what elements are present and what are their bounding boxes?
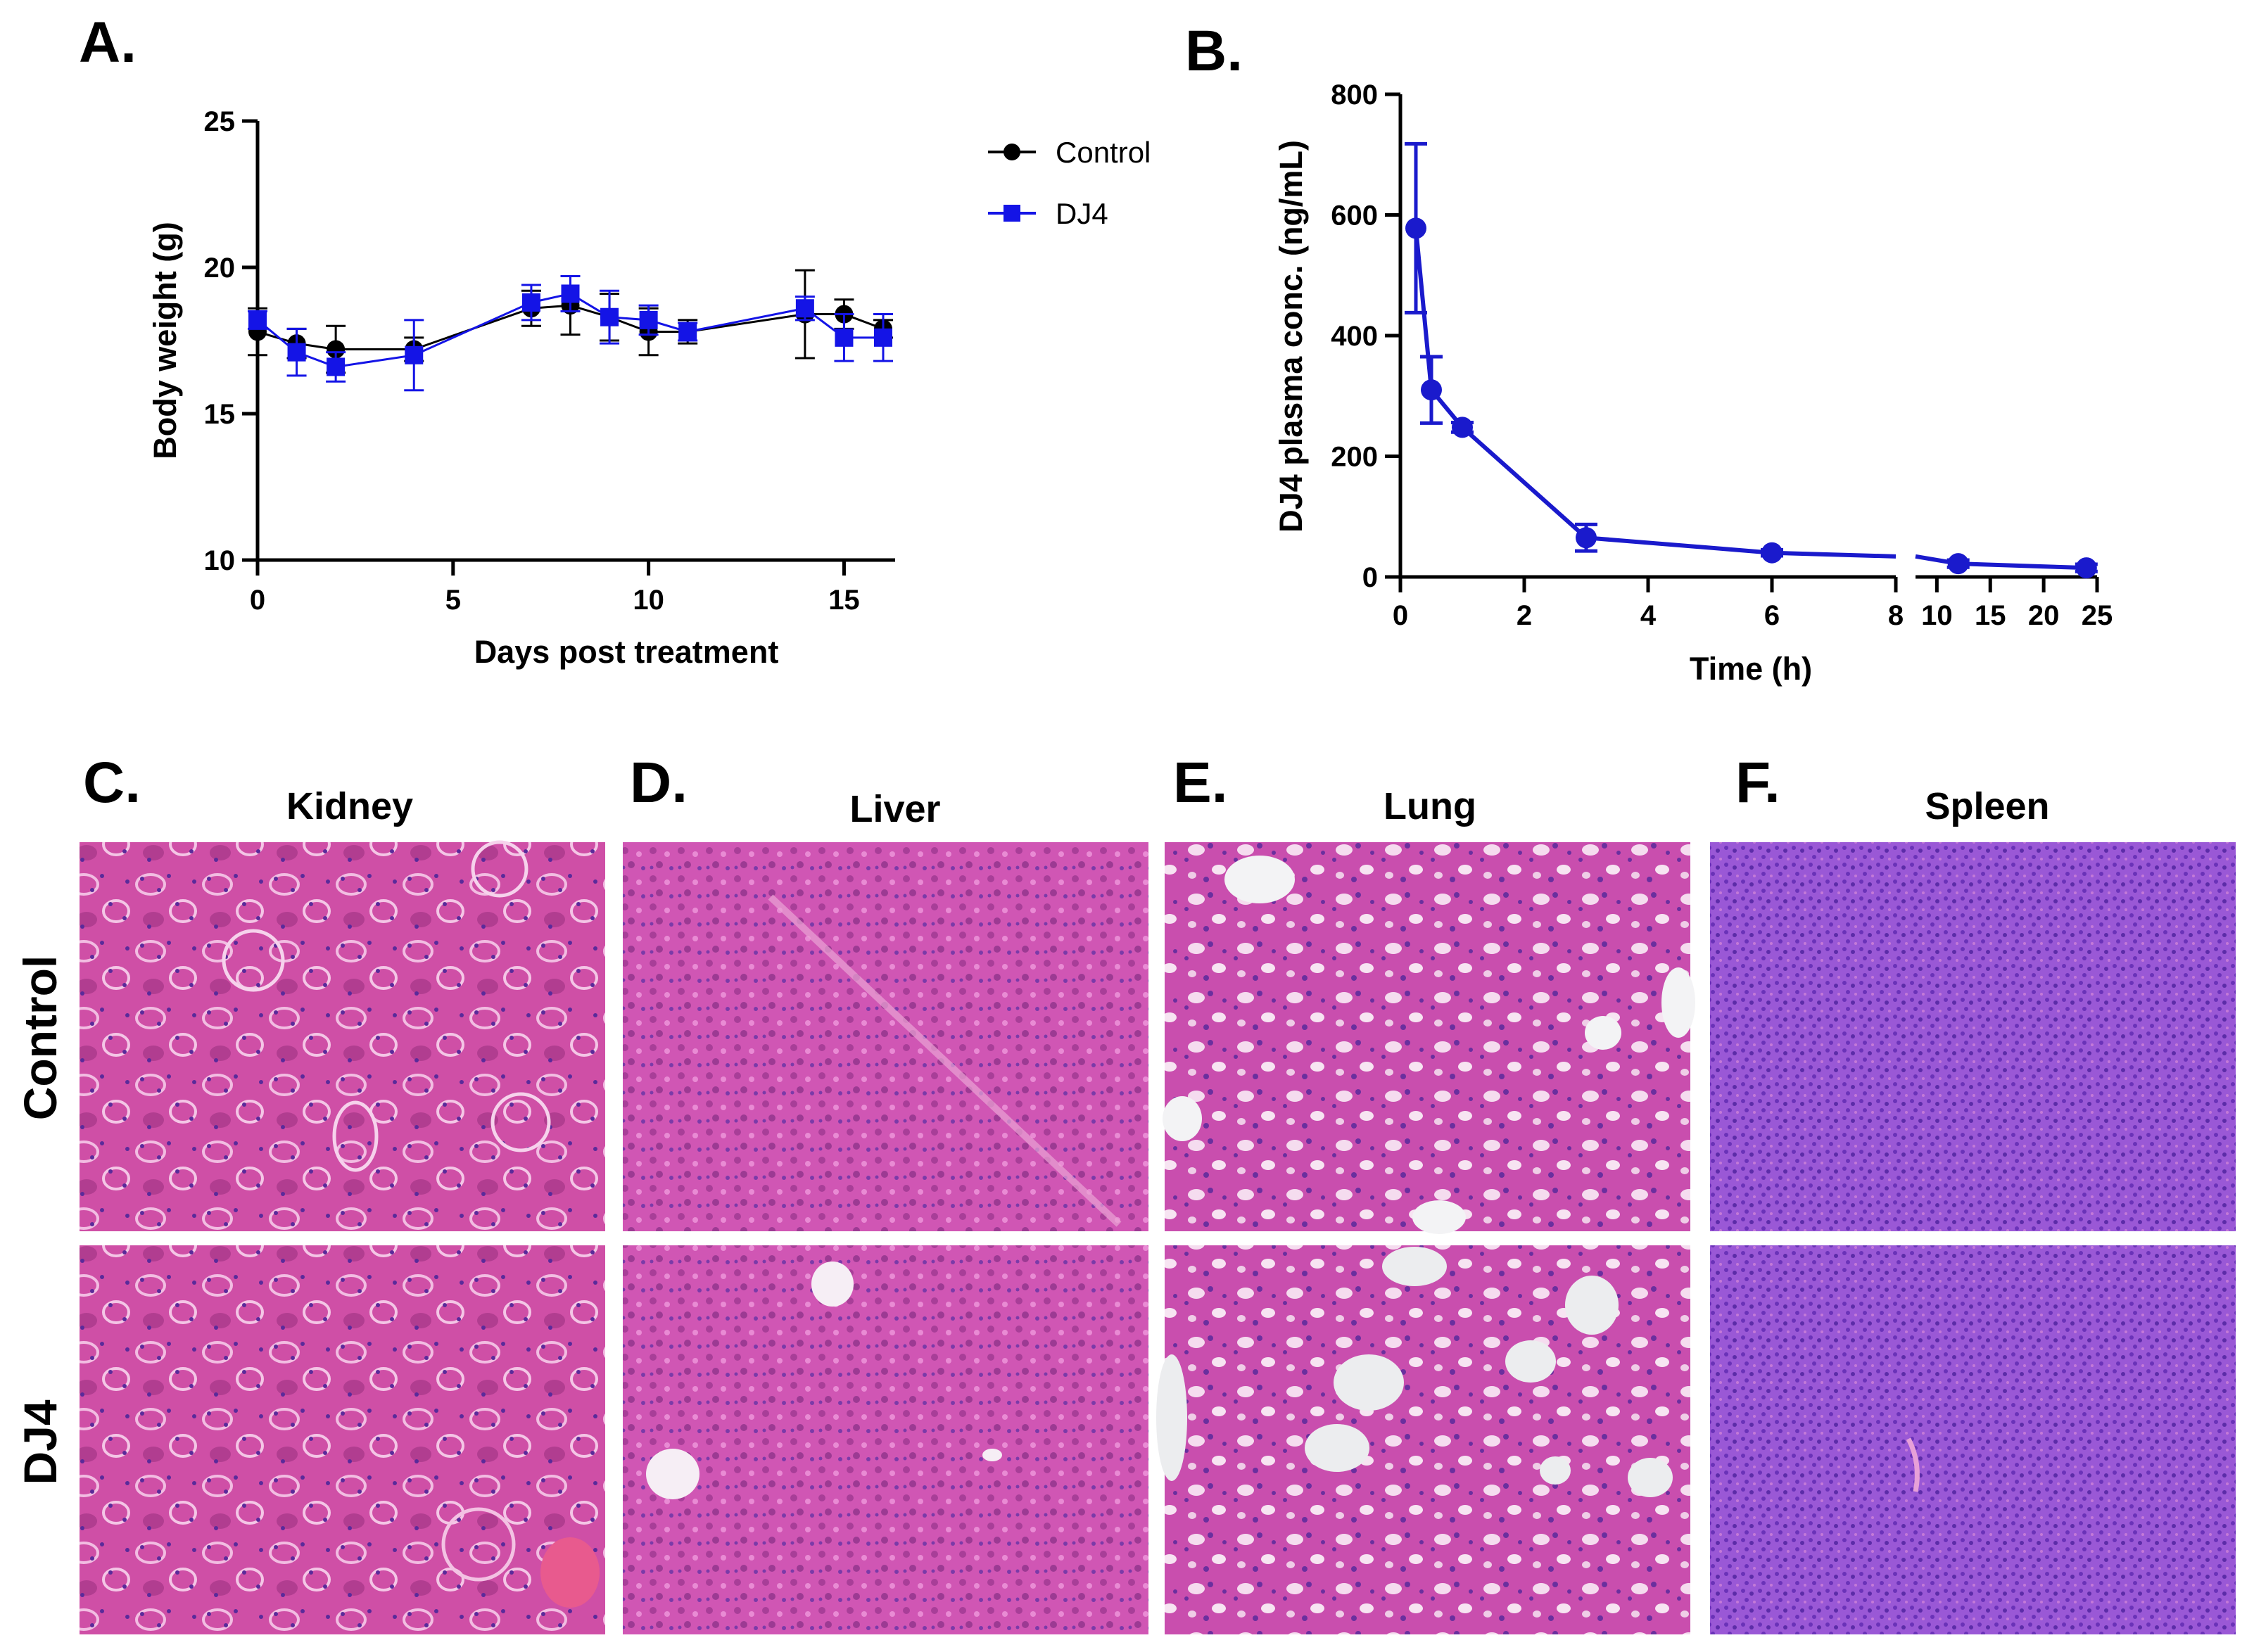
legend-item-control: Control: [988, 136, 1151, 169]
col-label-spleen: Spleen: [1925, 785, 2049, 827]
chart-a-point: [405, 345, 424, 364]
panel-c-label: C.: [83, 751, 141, 815]
chart-a-xtick-label: 5: [445, 585, 461, 616]
chart-a-point: [678, 322, 697, 341]
chart-b-y-ticks: 0 200 400 600 800: [1331, 80, 1400, 593]
micrograph-control-liver: [623, 842, 1148, 1231]
panel-b-label: B.: [1185, 19, 1243, 83]
chart-a-point: [835, 328, 854, 347]
histology-control-kidney: [80, 840, 605, 1231]
chart-a-y-ticks: 10 15 20 25: [204, 106, 258, 576]
histology-dj4-spleen: [1710, 1245, 2236, 1634]
micrograph-control-spleen: [1710, 842, 2236, 1231]
chart-b-ytick-label: 600: [1331, 201, 1378, 231]
chart-b-xtick-label: 2: [1517, 600, 1532, 631]
chart-a-xtick-label: 15: [828, 585, 860, 616]
chart-b-xtick-label: 25: [2082, 600, 2113, 631]
chart-a-ytick-label: 10: [204, 545, 236, 576]
micrograph-control-kidney: [80, 842, 605, 1231]
chart-a-point: [874, 328, 892, 347]
chart-b-series-dj4: [1405, 141, 2098, 579]
chart-a-body-weight: Days post treatment Body weight (g) 10 15…: [147, 106, 1151, 670]
col-label-liver: Liver: [849, 788, 940, 830]
chart-a-x-ticks: 0 5 10 15: [250, 560, 860, 616]
histology-dj4-liver: [623, 1245, 1148, 1634]
chart-a-ylabel: Body weight (g): [147, 222, 183, 459]
legend-control-label: Control: [1056, 136, 1151, 169]
chart-a-point: [561, 284, 580, 303]
chart-a-ytick-label: 25: [204, 106, 236, 137]
chart-a-point: [287, 343, 306, 362]
chart-b-ytick-label: 200: [1331, 442, 1378, 473]
chart-a-series: [248, 269, 893, 392]
chart-b-ytick-label: 400: [1331, 321, 1378, 352]
chart-a-series-dj4: [248, 274, 893, 392]
chart-a-ytick-label: 15: [204, 399, 236, 430]
histology-dj4-kidney: [80, 1245, 605, 1634]
panel-f-label: F.: [1735, 751, 1780, 815]
chart-a-point: [639, 310, 658, 329]
chart-a-point: [327, 357, 346, 376]
row-label-dj4: DJ4: [14, 1399, 66, 1485]
chart-b-point: [1761, 542, 1783, 564]
panel-d-label: D.: [630, 751, 688, 815]
histology-control-lung: [1163, 842, 1695, 1234]
chart-b-ylabel: DJ4 plasma conc. (ng/mL): [1273, 140, 1309, 533]
chart-a-xtick-label: 0: [250, 585, 265, 616]
chart-b-point: [1452, 417, 1473, 438]
chart-b-series: [1405, 141, 2098, 579]
chart-b-xtick-label: 15: [1975, 600, 2006, 631]
histology-control-spleen: [1710, 842, 2236, 1231]
row-label-control: Control: [14, 955, 66, 1121]
col-label-kidney: Kidney: [286, 785, 413, 827]
chart-b-xtick-label: 4: [1640, 600, 1657, 631]
chart-a-point: [248, 310, 267, 329]
chart-b-xtick-label: 20: [2028, 600, 2060, 631]
panel-e-label: E.: [1173, 751, 1227, 815]
chart-b-point: [1421, 379, 1442, 401]
chart-b-x-ticks: 0 2 4 6 8 10 15 20 25: [1393, 577, 2113, 631]
col-label-lung: Lung: [1384, 785, 1476, 827]
chart-b-point: [2075, 557, 2097, 579]
chart-a-point: [521, 293, 540, 312]
legend-item-dj4: DJ4: [988, 197, 1108, 230]
legend-dj4-label: DJ4: [1056, 197, 1108, 230]
legend-control-marker: [1003, 144, 1020, 160]
chart-b-line-seg2: [1915, 554, 2087, 571]
chart-b-line-seg1: [1414, 228, 1897, 559]
chart-b-ytick-label: 0: [1362, 562, 1378, 593]
micrograph-dj4-spleen: [1710, 1245, 2236, 1634]
chart-a-point: [795, 299, 814, 318]
chart-b-ytick-label: 800: [1331, 80, 1378, 110]
chart-a-point: [327, 340, 346, 359]
chart-b-xtick-label: 6: [1764, 600, 1780, 631]
chart-a-xtick-label: 10: [633, 585, 664, 616]
chart-a-xlabel: Days post treatment: [474, 634, 779, 670]
chart-b-point: [1576, 527, 1597, 549]
chart-b-point: [1947, 553, 1969, 575]
chart-b-point: [1405, 217, 1426, 239]
chart-b-xtick-label: 8: [1888, 600, 1904, 631]
panel-a-label: A.: [79, 11, 137, 75]
chart-b-xtick-label: 0: [1393, 600, 1408, 631]
chart-a-legend: Control DJ4: [988, 136, 1151, 230]
chart-b-xtick-label: 10: [1921, 600, 1953, 631]
chart-a-point: [600, 307, 619, 326]
micrograph-dj4-liver: [623, 1245, 1148, 1634]
chart-b-xlabel: Time (h): [1690, 651, 1812, 687]
micrograph-dj4-kidney: [80, 1245, 605, 1634]
histology-dj4-lung: [1156, 1245, 1690, 1634]
chart-b-plasma-conc: Time (h) DJ4 plasma conc. (ng/mL) 020040…: [1273, 80, 2113, 687]
legend-dj4-marker: [1003, 205, 1020, 222]
chart-a-ytick-label: 20: [204, 253, 236, 284]
histology-control-liver: [623, 842, 1148, 1231]
